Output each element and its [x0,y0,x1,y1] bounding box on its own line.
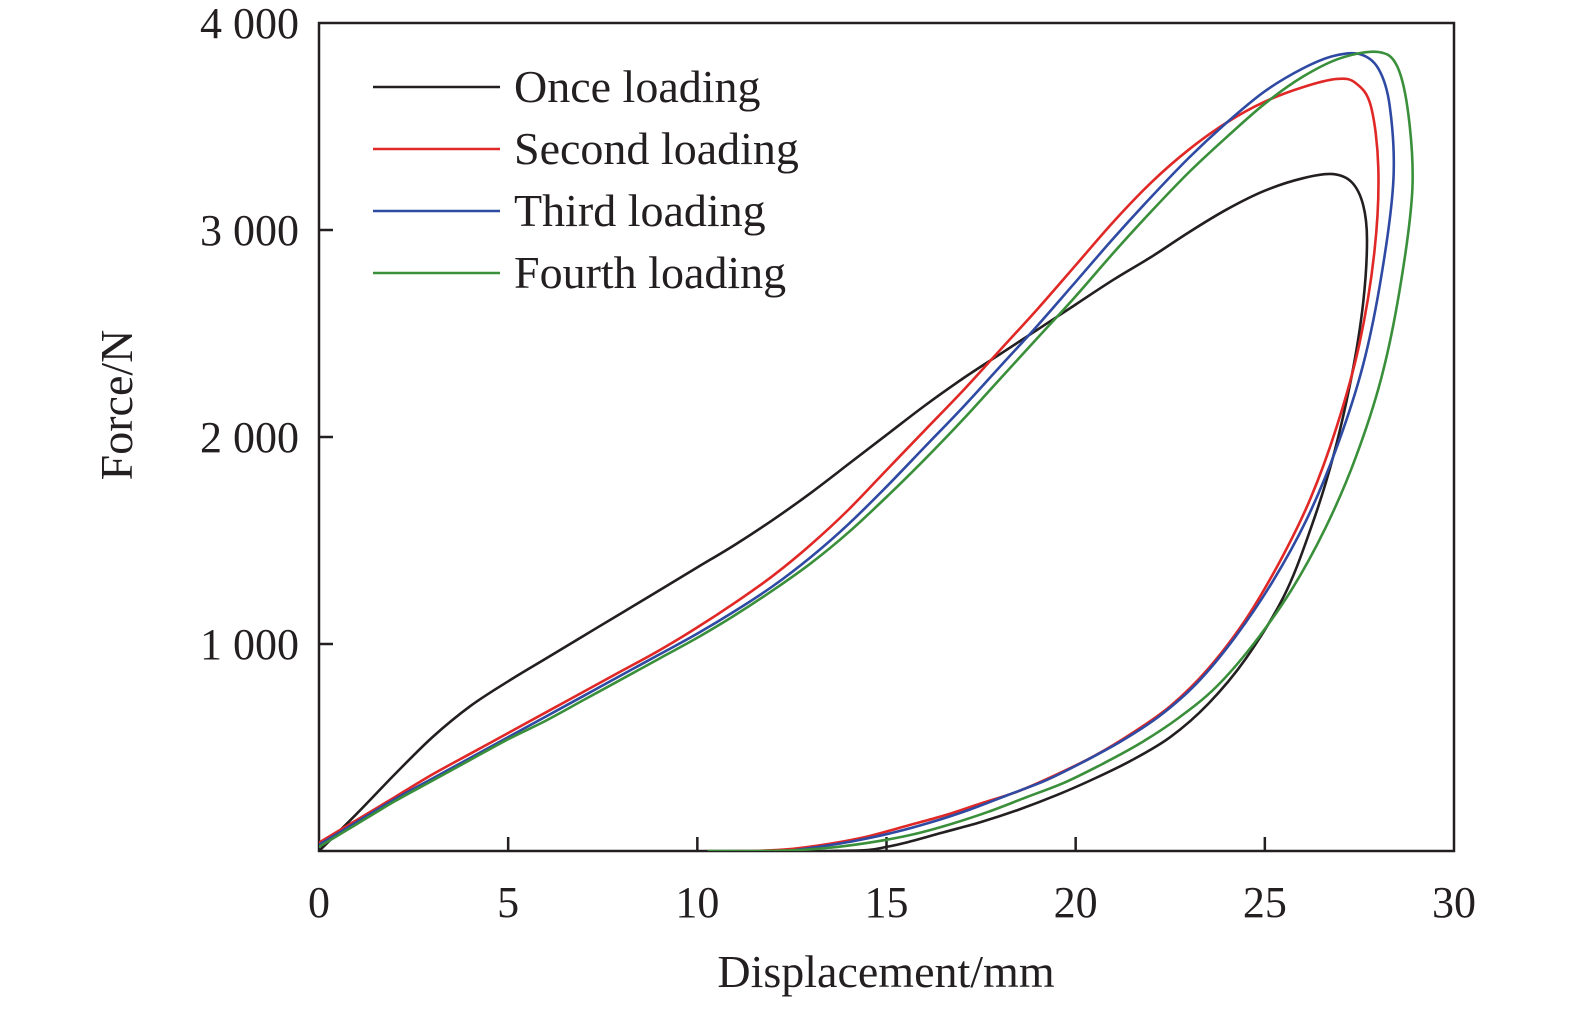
legend-label-1: Once loading [514,61,761,112]
plot-frame [317,21,1456,853]
series-line-1 [319,172,1369,851]
legend-label-2: Second loading [514,123,799,174]
x-tick-label: 10 [675,878,719,927]
legend-label-4: Fourth loading [514,247,786,298]
series-line-4 [319,50,1414,851]
legend-label-3: Third loading [514,185,766,236]
y-tick-label: 4 000 [200,0,299,48]
x-axis-ticks: 0 5 10 15 20 25 30 [308,837,1476,927]
x-tick-label: 30 [1432,878,1476,927]
y-tick-label: 3 000 [200,206,299,255]
x-tick-label: 0 [308,878,330,927]
x-axis-title: Displacement/mm [717,946,1054,997]
y-tick-label: 2 000 [200,413,299,462]
series-layer [319,50,1414,851]
x-tick-label: 20 [1054,878,1098,927]
x-tick-label: 5 [497,878,519,927]
y-axis-title: Force/N [91,330,142,481]
x-tick-label: 15 [865,878,909,927]
y-tick-label: 1 000 [200,620,299,669]
legend: Once loading Second loading Third loading F… [373,61,799,298]
x-tick-label: 25 [1243,878,1287,927]
y-axis-ticks: 1 000 2 000 3 000 4 000 [200,0,333,669]
series-line-3 [319,51,1396,851]
